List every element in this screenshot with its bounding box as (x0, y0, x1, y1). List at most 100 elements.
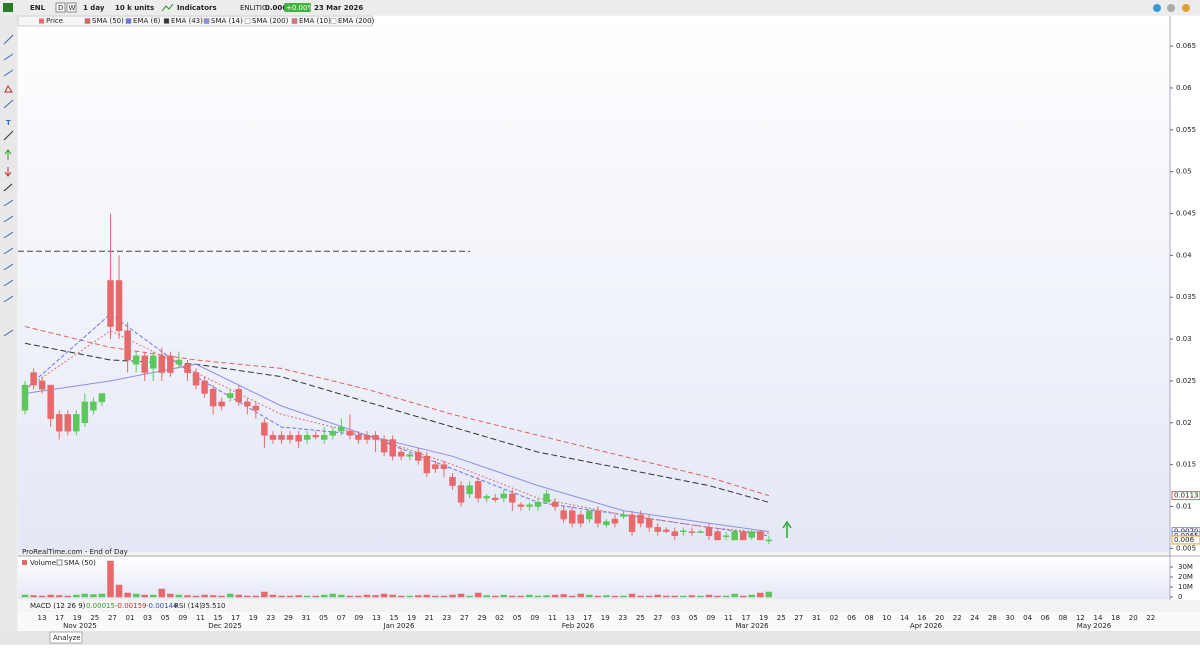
source: ProRealTime.com - End of Day (22, 548, 128, 556)
candle-body (269, 435, 277, 440)
x-tick-label: 31 (812, 614, 821, 622)
x-tick-label: 13 (38, 614, 47, 622)
x-tick-label: 08 (865, 614, 874, 622)
symbol[interactable]: ENL (30, 4, 46, 12)
volume-bar (38, 595, 46, 598)
volume-tick-label: 20M (1178, 573, 1193, 581)
candle-body (73, 414, 80, 432)
x-tick-label: 10 (882, 614, 891, 622)
volume-bar (192, 595, 200, 598)
y-tick-label: 0.05 (1176, 168, 1192, 176)
date-axis (18, 612, 1200, 631)
x-tick-label: 23 (266, 614, 275, 622)
candle-body (175, 359, 183, 365)
x-tick-label: 15 (390, 614, 399, 622)
volume-bar (278, 595, 285, 598)
candle-body (321, 435, 328, 440)
candle-body (209, 389, 217, 407)
volume-bar (252, 595, 260, 598)
x-tick-label: 01 (126, 614, 135, 622)
volume-bar (175, 594, 183, 598)
x-tick-label: 30 (1006, 614, 1015, 622)
volume-bar (466, 595, 473, 598)
candle-body (637, 514, 644, 524)
x-tick-label: 09 (178, 614, 187, 622)
candle-body (697, 531, 704, 533)
analyze[interactable]: Analyze (53, 634, 81, 642)
candle-body (714, 531, 721, 541)
month-label: Jan 2026 (383, 622, 415, 630)
candle-body (474, 481, 482, 499)
volume-bar (440, 595, 448, 598)
candle-body (235, 389, 242, 403)
volume-bar (568, 595, 576, 598)
volume-bar (611, 595, 619, 598)
volume-bar (714, 595, 721, 598)
status-bar (0, 631, 1200, 645)
x-tick-label: 12 (1076, 614, 1085, 622)
sync-icon[interactable] (1153, 4, 1161, 12)
candle-body (252, 405, 260, 411)
tool-icons[interactable] (3, 34, 14, 337)
volume-bar (98, 593, 106, 598)
settings-icon[interactable] (1167, 4, 1175, 12)
candle-body (526, 504, 533, 507)
volume-bar (244, 595, 251, 598)
price-badge (1171, 491, 1200, 501)
candle-body (380, 439, 388, 453)
volume-bar (55, 595, 63, 598)
volume-bar (594, 595, 602, 598)
legend-swatch (125, 18, 132, 24)
volume-bar (269, 594, 277, 598)
volume-bar (303, 595, 311, 598)
period-button[interactable] (66, 2, 77, 13)
x-tick-label: 11 (196, 614, 205, 622)
candle-body (107, 280, 114, 327)
legend-item: SMA (200) (252, 17, 289, 25)
volume-bar (346, 595, 354, 598)
tool-bar (0, 15, 17, 631)
y-tick-label: 0.025 (1176, 377, 1196, 385)
x-tick-label: 08 (1058, 614, 1067, 622)
x-tick-label: 05 (319, 614, 328, 622)
volume-bar (158, 588, 166, 598)
indicators[interactable]: Indicators (177, 4, 217, 12)
help-icon[interactable] (1182, 4, 1190, 12)
candle-body (628, 514, 636, 532)
x-tick-label: 19 (601, 614, 610, 622)
period-button[interactable] (55, 2, 66, 13)
volume-bar (218, 595, 225, 598)
text-tool[interactable]: T (6, 119, 11, 127)
volume-bar (765, 591, 773, 598)
x-tick-label: 19 (407, 614, 416, 622)
volume-bar (363, 594, 371, 598)
volume-bar (517, 595, 525, 598)
x-tick-label: 13 (566, 614, 575, 622)
volume-bar (637, 595, 644, 598)
candle-body (30, 372, 37, 386)
legend-row (17, 15, 373, 27)
x-tick-label: 27 (794, 614, 803, 622)
candle-body (201, 380, 208, 394)
period[interactable]: D (58, 4, 63, 12)
volume-bar (509, 595, 516, 598)
candle-body (38, 380, 46, 390)
volume-bar (141, 594, 148, 598)
units[interactable]: 10 k units (115, 4, 154, 12)
timeframe[interactable]: 1 day (83, 4, 105, 12)
candle-body (620, 514, 627, 517)
legend-item: Price (46, 17, 63, 25)
x-tick-label: 19 (249, 614, 258, 622)
price-badge-label: 0.0113 (1174, 492, 1199, 500)
candle-body (90, 401, 97, 411)
candle-body (141, 355, 148, 373)
analyze-button[interactable] (49, 631, 83, 644)
volume-bar (415, 595, 422, 598)
legend-item: EMA (10) (299, 17, 331, 25)
candle-body (594, 510, 602, 524)
volume-bar (586, 594, 593, 598)
candle-body (705, 527, 713, 537)
period[interactable]: W (69, 4, 76, 12)
candle-body (295, 435, 302, 442)
